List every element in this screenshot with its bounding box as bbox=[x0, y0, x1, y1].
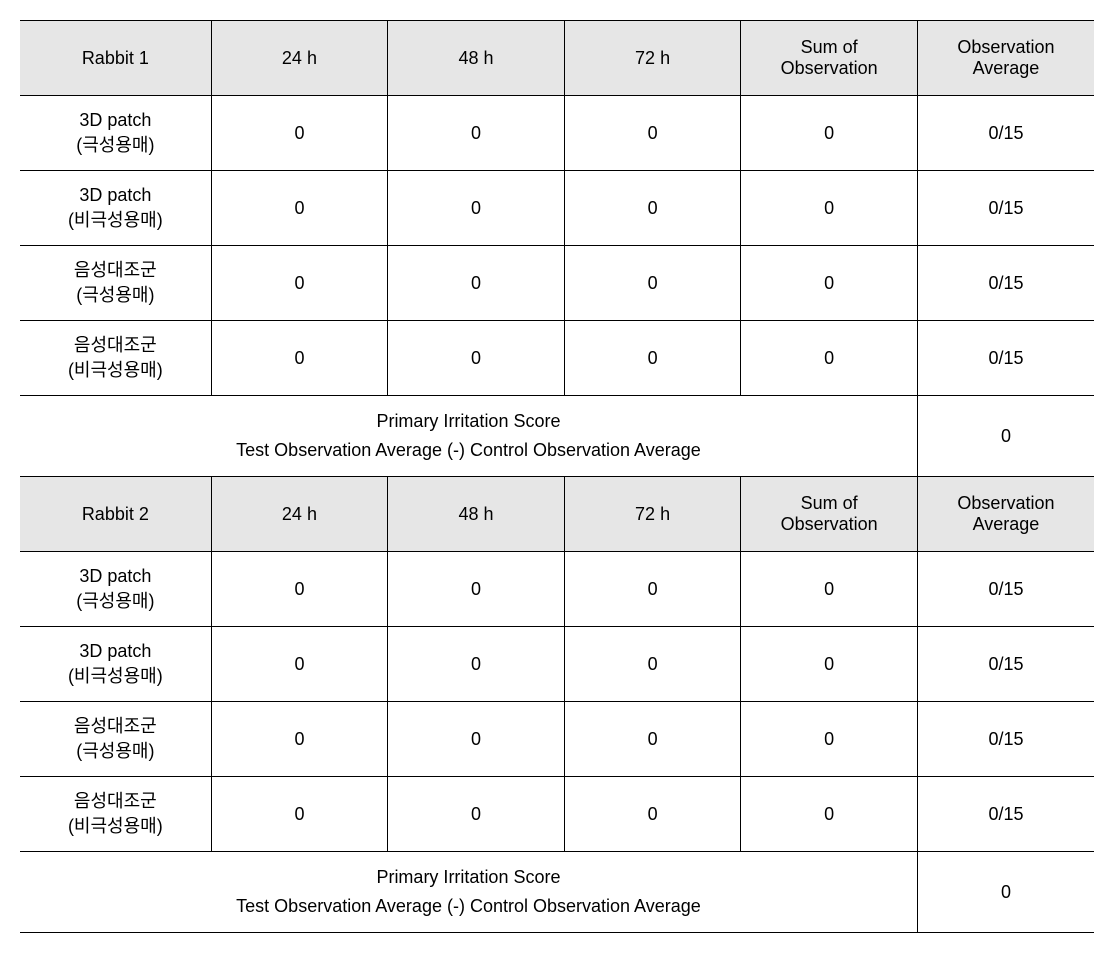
table-row: 3D patch(비극성용매) 0 0 0 0 0/15 bbox=[20, 171, 1094, 246]
cell-72h: 0 bbox=[564, 96, 741, 171]
cell-48h: 0 bbox=[388, 777, 565, 852]
col-header: Sum ofObservation bbox=[741, 477, 918, 552]
cell-sum: 0 bbox=[741, 777, 918, 852]
col-header: Rabbit 1 bbox=[20, 21, 211, 96]
score-row: Primary Irritation ScoreTest Observation… bbox=[20, 852, 1094, 933]
cell-72h: 0 bbox=[564, 321, 741, 396]
cell-avg: 0/15 bbox=[917, 777, 1094, 852]
cell-72h: 0 bbox=[564, 552, 741, 627]
col-header: 72 h bbox=[564, 477, 741, 552]
col-header: ObservationAverage bbox=[917, 21, 1094, 96]
cell-24h: 0 bbox=[211, 96, 388, 171]
table-header-row: Rabbit 1 24 h 48 h 72 h Sum ofObservatio… bbox=[20, 21, 1094, 96]
table-row: 음성대조군(비극성용매) 0 0 0 0 0/15 bbox=[20, 777, 1094, 852]
row-label: 음성대조군(극성용매) bbox=[20, 246, 211, 321]
cell-24h: 0 bbox=[211, 171, 388, 246]
cell-72h: 0 bbox=[564, 777, 741, 852]
cell-avg: 0/15 bbox=[917, 246, 1094, 321]
col-header: 24 h bbox=[211, 477, 388, 552]
row-label: 3D patch(비극성용매) bbox=[20, 627, 211, 702]
table-row: 음성대조군(비극성용매) 0 0 0 0 0/15 bbox=[20, 321, 1094, 396]
col-header: Sum ofObservation bbox=[741, 21, 918, 96]
score-value: 0 bbox=[917, 852, 1094, 933]
cell-sum: 0 bbox=[741, 627, 918, 702]
cell-48h: 0 bbox=[388, 552, 565, 627]
irritation-table: Rabbit 1 24 h 48 h 72 h Sum ofObservatio… bbox=[20, 20, 1094, 933]
table-row: 음성대조군(극성용매) 0 0 0 0 0/15 bbox=[20, 702, 1094, 777]
cell-sum: 0 bbox=[741, 246, 918, 321]
cell-48h: 0 bbox=[388, 627, 565, 702]
cell-sum: 0 bbox=[741, 96, 918, 171]
cell-72h: 0 bbox=[564, 702, 741, 777]
table-row: 3D patch(극성용매) 0 0 0 0 0/15 bbox=[20, 96, 1094, 171]
col-header: 48 h bbox=[388, 477, 565, 552]
cell-48h: 0 bbox=[388, 702, 565, 777]
col-header: Rabbit 2 bbox=[20, 477, 211, 552]
cell-avg: 0/15 bbox=[917, 96, 1094, 171]
cell-48h: 0 bbox=[388, 96, 565, 171]
cell-sum: 0 bbox=[741, 552, 918, 627]
cell-24h: 0 bbox=[211, 321, 388, 396]
table-row: 3D patch(극성용매) 0 0 0 0 0/15 bbox=[20, 552, 1094, 627]
row-label: 3D patch(극성용매) bbox=[20, 96, 211, 171]
cell-sum: 0 bbox=[741, 171, 918, 246]
row-label: 음성대조군(비극성용매) bbox=[20, 777, 211, 852]
col-header: 24 h bbox=[211, 21, 388, 96]
cell-avg: 0/15 bbox=[917, 552, 1094, 627]
col-header: 72 h bbox=[564, 21, 741, 96]
score-row: Primary Irritation ScoreTest Observation… bbox=[20, 396, 1094, 477]
cell-24h: 0 bbox=[211, 702, 388, 777]
cell-24h: 0 bbox=[211, 627, 388, 702]
cell-avg: 0/15 bbox=[917, 627, 1094, 702]
cell-avg: 0/15 bbox=[917, 702, 1094, 777]
table-row: 음성대조군(극성용매) 0 0 0 0 0/15 bbox=[20, 246, 1094, 321]
cell-72h: 0 bbox=[564, 171, 741, 246]
row-label: 음성대조군(극성용매) bbox=[20, 702, 211, 777]
cell-avg: 0/15 bbox=[917, 171, 1094, 246]
score-label: Primary Irritation ScoreTest Observation… bbox=[20, 396, 917, 477]
cell-72h: 0 bbox=[564, 627, 741, 702]
cell-sum: 0 bbox=[741, 702, 918, 777]
cell-sum: 0 bbox=[741, 321, 918, 396]
score-label: Primary Irritation ScoreTest Observation… bbox=[20, 852, 917, 933]
cell-72h: 0 bbox=[564, 246, 741, 321]
row-label: 3D patch(극성용매) bbox=[20, 552, 211, 627]
cell-avg: 0/15 bbox=[917, 321, 1094, 396]
cell-24h: 0 bbox=[211, 777, 388, 852]
score-value: 0 bbox=[917, 396, 1094, 477]
cell-24h: 0 bbox=[211, 246, 388, 321]
cell-48h: 0 bbox=[388, 171, 565, 246]
col-header: ObservationAverage bbox=[917, 477, 1094, 552]
row-label: 음성대조군(비극성용매) bbox=[20, 321, 211, 396]
cell-24h: 0 bbox=[211, 552, 388, 627]
cell-48h: 0 bbox=[388, 246, 565, 321]
col-header: 48 h bbox=[388, 21, 565, 96]
table-row: 3D patch(비극성용매) 0 0 0 0 0/15 bbox=[20, 627, 1094, 702]
row-label: 3D patch(비극성용매) bbox=[20, 171, 211, 246]
cell-48h: 0 bbox=[388, 321, 565, 396]
table-header-row: Rabbit 2 24 h 48 h 72 h Sum ofObservatio… bbox=[20, 477, 1094, 552]
